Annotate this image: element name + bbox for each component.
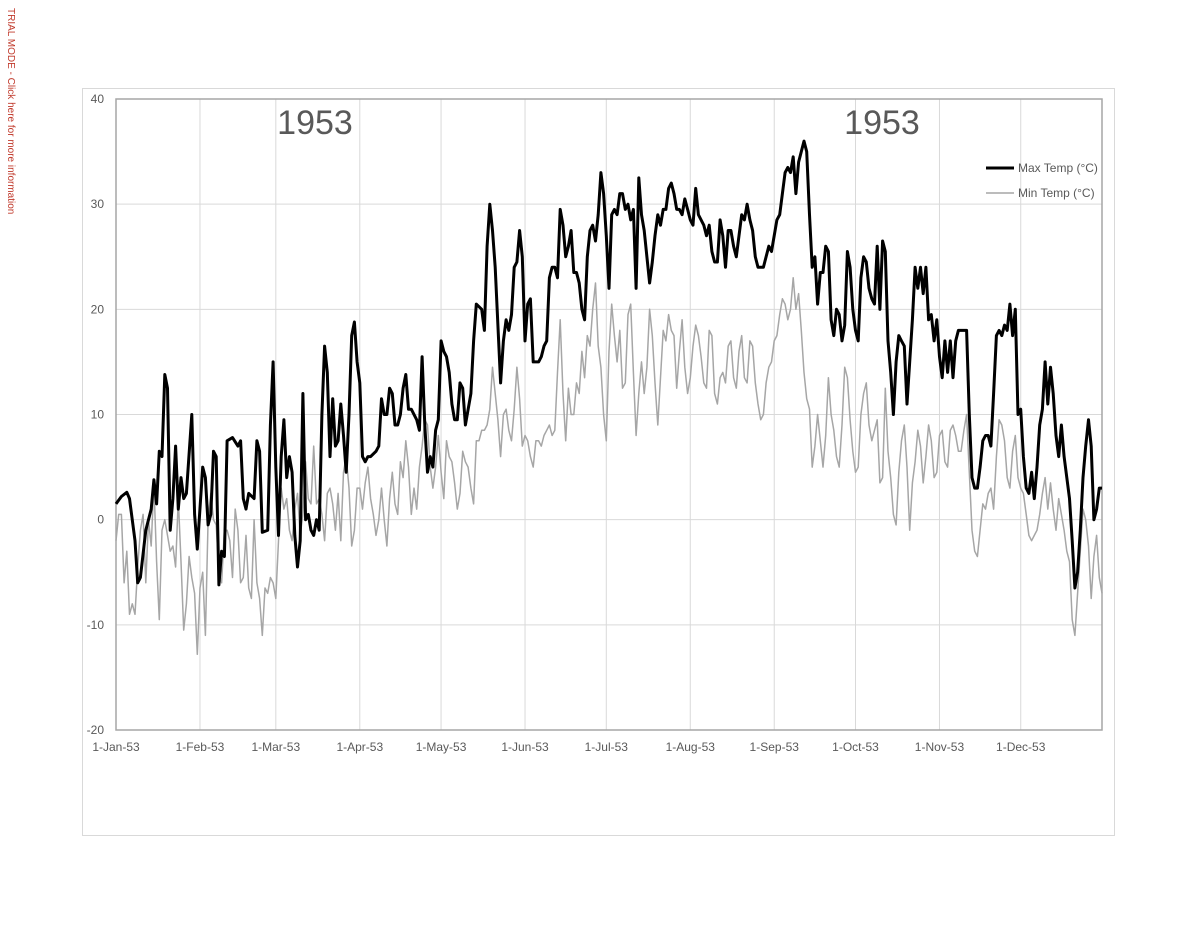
series-layer bbox=[114, 139, 1103, 656]
annotation-year-right: 1953 bbox=[844, 104, 920, 142]
x-tick-label: 1-Jul-53 bbox=[585, 740, 629, 754]
y-tick-label: 0 bbox=[97, 513, 104, 527]
y-tick-label: 20 bbox=[91, 302, 105, 316]
plot-area-border bbox=[115, 98, 1103, 731]
series-line-max-temp bbox=[114, 139, 1102, 590]
series-line-min-temp bbox=[115, 277, 1103, 656]
x-tick-label: 1-Dec-53 bbox=[996, 740, 1046, 754]
x-tick-label: 1-Sep-53 bbox=[750, 740, 800, 754]
legend-label-min: Min Temp (°C) bbox=[1018, 186, 1095, 200]
x-tick-label: 1-Apr-53 bbox=[336, 740, 383, 754]
x-tick-label: 1-Aug-53 bbox=[666, 740, 716, 754]
x-axis-ticks: 1-Jan-53 1-Feb-53 1-Mar-53 1-Apr-53 1-May-53… bbox=[92, 740, 1045, 754]
y-tick-label: 40 bbox=[91, 92, 105, 106]
y-tick-label: -10 bbox=[87, 618, 105, 632]
x-tick-label: 1-Feb-53 bbox=[176, 740, 225, 754]
x-tick-label: 1-Oct-53 bbox=[832, 740, 879, 754]
x-tick-label: 1-Jan-53 bbox=[92, 740, 140, 754]
annotation-year-left: 1953 bbox=[277, 104, 353, 142]
x-tick-label: 1-Jun-53 bbox=[501, 740, 549, 754]
y-tick-label: 10 bbox=[91, 408, 105, 422]
y-tick-label: 30 bbox=[91, 197, 105, 211]
gridlines bbox=[116, 98, 1102, 731]
x-tick-label: 1-Mar-53 bbox=[251, 740, 300, 754]
y-axis-ticks: 40 30 20 10 0 -10 -20 bbox=[87, 92, 105, 737]
x-tick-label: 1-Nov-53 bbox=[915, 740, 965, 754]
x-tick-label: 1-May-53 bbox=[416, 740, 467, 754]
legend: Max Temp (°C) Min Temp (°C) bbox=[986, 161, 1098, 200]
y-tick-label: -20 bbox=[87, 723, 105, 737]
legend-label-max: Max Temp (°C) bbox=[1018, 161, 1098, 175]
